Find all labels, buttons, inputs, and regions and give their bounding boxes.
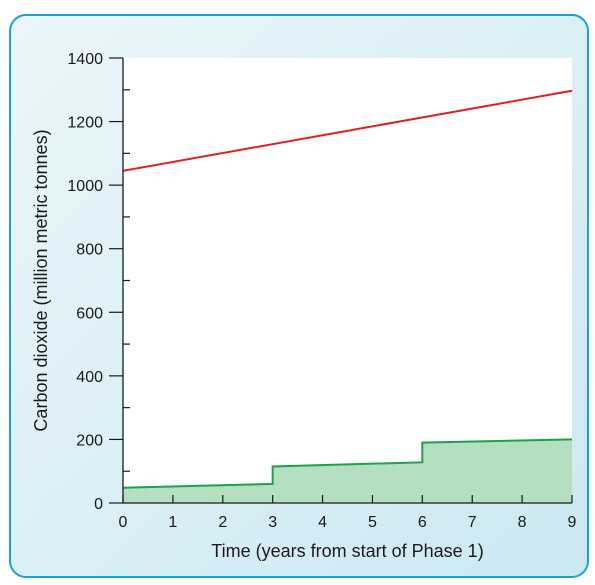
series-2-area: [123, 439, 572, 503]
y-tick-label: 1400: [67, 51, 103, 68]
x-tick-label: 0: [119, 514, 128, 531]
y-tick-label: 1200: [67, 115, 103, 132]
y-tick-label: 400: [76, 369, 103, 386]
y-tick-label: 0: [94, 496, 103, 513]
series-2-line: [122, 438, 573, 489]
y-axis-ticks: 0 200 400 600 800 1000 1200 1400: [67, 51, 130, 513]
x-tick-label: 9: [568, 514, 577, 531]
x-tick-label: 2: [218, 514, 227, 531]
y-tick-label: 200: [76, 432, 103, 449]
x-axis-title: Time (years from start of Phase 1): [211, 541, 483, 561]
x-tick-label: 6: [418, 514, 427, 531]
x-tick-label: 5: [368, 514, 377, 531]
y-tick-label: 1000: [67, 178, 103, 195]
plot-area: [123, 58, 572, 503]
y-tick-label: 800: [76, 242, 103, 259]
y-axis-title: Carbon dioxide (million metric tonnes): [31, 129, 51, 431]
y-tick-label: 600: [76, 305, 103, 322]
series-1-line: [122, 89, 573, 172]
series-layer: [122, 89, 573, 503]
x-axis-ticks: 0 1 2 3 4 5 6 7 8 9: [119, 495, 577, 531]
x-tick-label: 1: [168, 514, 177, 531]
x-tick-label: 8: [518, 514, 527, 531]
x-tick-label: 7: [468, 514, 477, 531]
x-tick-label: 3: [268, 514, 277, 531]
x-tick-label: 4: [318, 514, 327, 531]
